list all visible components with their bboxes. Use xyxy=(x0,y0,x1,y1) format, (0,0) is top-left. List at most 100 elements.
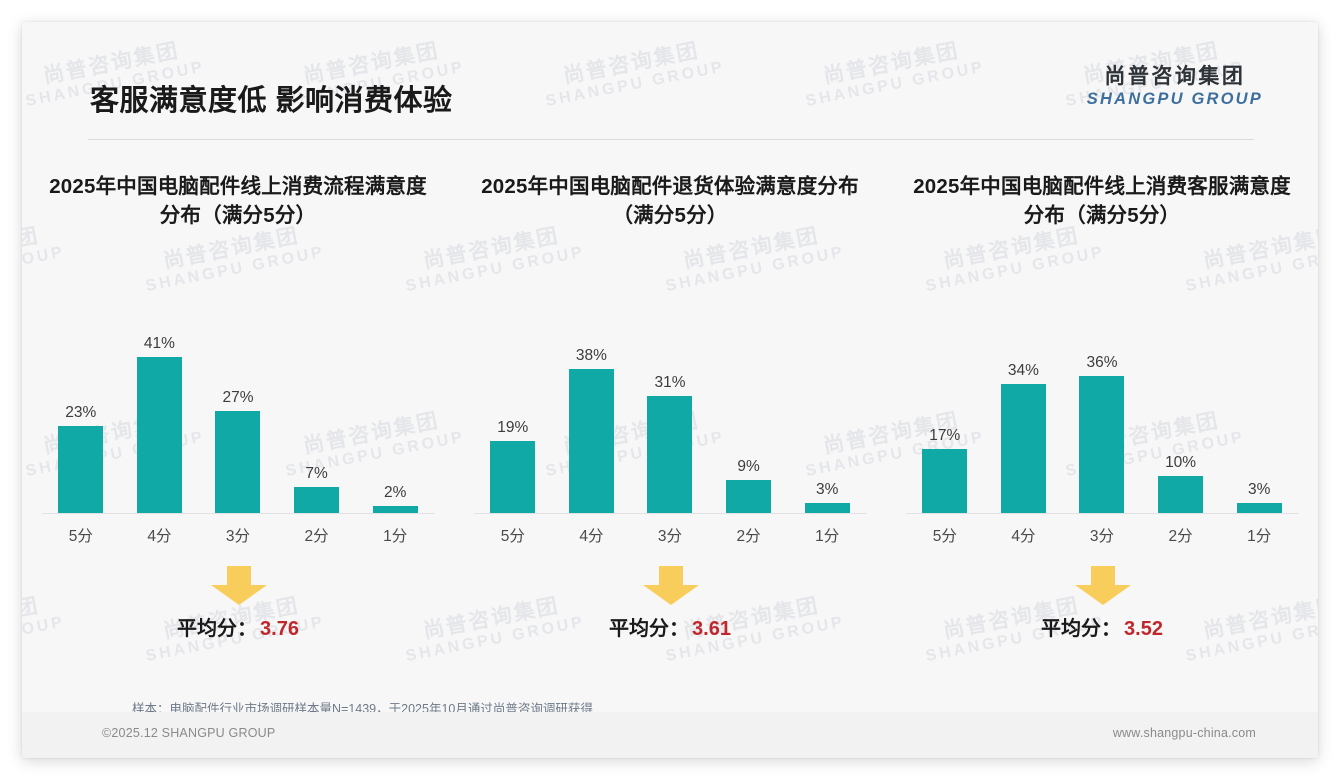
page-title: 客服满意度低 影响消费体验 xyxy=(90,85,453,117)
bar-value-label: 19% xyxy=(497,418,529,436)
bar xyxy=(490,441,536,514)
x-tick-label: 3分 xyxy=(1089,528,1115,545)
bar-column: 19% xyxy=(475,304,550,514)
brand-logo: 尚普咨询集团 SHANGPU GROUP xyxy=(1087,65,1263,109)
x-tick-label: 2分 xyxy=(304,528,329,545)
x-tick-label: 3分 xyxy=(225,528,251,545)
bar-value-label: 9% xyxy=(737,457,760,475)
average-score-value: 3.52 xyxy=(1124,618,1163,640)
bar-column: 3% xyxy=(790,304,865,514)
x-axis-line xyxy=(473,513,867,514)
bar xyxy=(1079,376,1125,514)
chart-panel-3: 2025年中国电脑配件线上消费客服满意度分布（满分5分） 17% 34% 36% xyxy=(886,172,1318,672)
down-arrow-icon xyxy=(1074,566,1132,606)
x-tick-label: 5分 xyxy=(68,528,93,545)
x-tick-label: 4分 xyxy=(147,528,172,545)
bar-value-label: 41% xyxy=(143,334,175,352)
bar-column: 27% xyxy=(201,304,276,514)
average-score-label: 平均分： xyxy=(1041,618,1122,640)
x-tick-label: 2分 xyxy=(736,528,761,545)
bar-column: 31% xyxy=(633,304,708,514)
bar-value-label: 10% xyxy=(1165,453,1197,471)
x-axis-labels: 5分 4分 3分 2分 1分 xyxy=(42,518,435,552)
average-block-2: 平均分： 3.61 xyxy=(466,566,874,652)
bar xyxy=(215,411,261,514)
bar-value-label: 3% xyxy=(815,480,839,498)
bar-value-label: 7% xyxy=(305,464,328,482)
bar-value-label: 36% xyxy=(1086,353,1118,371)
bar xyxy=(58,426,104,514)
bar-chart-2: 19% 38% 31% 9% xyxy=(473,302,867,552)
chart-title-2: 2025年中国电脑配件退货体验满意度分布（满分5分） xyxy=(481,175,859,228)
bar-column: 23% xyxy=(43,304,118,514)
plot-area-1: 23% 41% 27% 7% xyxy=(42,304,435,514)
x-axis-labels: 5分 4分 3分 2分 1分 xyxy=(906,518,1299,552)
x-tick-label: 1分 xyxy=(1247,528,1272,545)
brand-logo-cn: 尚普咨询集团 xyxy=(1104,65,1246,88)
bar-value-label: 23% xyxy=(65,403,97,421)
x-tick-label: 5分 xyxy=(932,528,957,545)
bar xyxy=(136,357,182,514)
x-axis-line xyxy=(905,513,1299,514)
bar-value-label: 17% xyxy=(929,426,961,444)
bar-chart-1: 23% 41% 27% 7% xyxy=(41,302,435,552)
down-arrow-icon xyxy=(642,566,700,606)
average-score-label: 平均分： xyxy=(177,618,258,640)
chart-panels: 2025年中国电脑配件线上消费流程满意度分布（满分5分） 23% 41% 27% xyxy=(22,172,1318,672)
x-tick-label: 1分 xyxy=(383,528,408,545)
footer-url[interactable]: www.shangpu-china.com xyxy=(1112,726,1256,740)
x-axis-labels: 5分 4分 3分 2分 1分 xyxy=(474,518,867,552)
x-tick-label: 4分 xyxy=(579,528,604,545)
bar-column: 2% xyxy=(358,304,433,514)
bar-value-label: 3% xyxy=(1247,480,1271,498)
brand-logo-en: SHANGPU GROUP xyxy=(1086,90,1263,109)
bar-column: 38% xyxy=(554,304,629,514)
bar-value-label: 2% xyxy=(383,483,407,501)
bar xyxy=(294,487,340,514)
bar-value-label: 27% xyxy=(222,388,254,406)
average-block-1: 平均分： 3.76 xyxy=(34,566,442,652)
down-arrow-icon xyxy=(210,566,268,606)
x-tick-label: 2分 xyxy=(1168,528,1193,545)
footer-copyright: ©2025.12 SHANGPU GROUP xyxy=(102,726,276,740)
chart-panel-1: 2025年中国电脑配件线上消费流程满意度分布（满分5分） 23% 41% 27% xyxy=(22,172,454,672)
header-divider xyxy=(88,139,1254,140)
bar-column: 3% xyxy=(1222,304,1297,514)
bar-column: 7% xyxy=(279,304,354,514)
average-score-2: 平均分： 3.61 xyxy=(609,612,731,641)
average-block-3: 平均分： 3.52 xyxy=(898,566,1306,652)
plot-area-3: 17% 34% 36% 10% xyxy=(906,304,1299,514)
bar-column: 9% xyxy=(711,304,786,514)
plot-area-2: 19% 38% 31% 9% xyxy=(474,304,867,514)
bar xyxy=(1000,384,1046,514)
bar xyxy=(647,396,693,514)
bar xyxy=(568,369,614,514)
x-tick-label: 1分 xyxy=(815,528,840,545)
average-score-value: 3.61 xyxy=(692,618,731,640)
chart-title-1: 2025年中国电脑配件线上消费流程满意度分布（满分5分） xyxy=(49,175,427,228)
bar xyxy=(1158,476,1204,514)
average-score-label: 平均分： xyxy=(609,618,690,640)
bar-chart-3: 17% 34% 36% 10% xyxy=(905,302,1299,552)
bar xyxy=(726,480,772,514)
bar-value-label: 31% xyxy=(654,373,686,391)
x-tick-label: 3分 xyxy=(657,528,683,545)
chart-title-3: 2025年中国电脑配件线上消费客服满意度分布（满分5分） xyxy=(913,175,1291,228)
x-tick-label: 4分 xyxy=(1011,528,1036,545)
bar xyxy=(372,506,418,514)
slide-footer: ©2025.12 SHANGPU GROUP www.shangpu-china… xyxy=(22,712,1318,758)
bar xyxy=(804,503,850,514)
average-score-1: 平均分： 3.76 xyxy=(177,612,299,641)
x-axis-line xyxy=(41,513,435,514)
bar-column: 36% xyxy=(1065,304,1140,514)
bar-column: 10% xyxy=(1143,304,1218,514)
average-score-3: 平均分： 3.52 xyxy=(1041,612,1163,641)
bar-column: 41% xyxy=(122,304,197,514)
bar xyxy=(922,449,968,514)
bar-column: 17% xyxy=(907,304,982,514)
bar-value-label: 38% xyxy=(575,346,607,364)
bar-value-label: 34% xyxy=(1007,361,1039,379)
bar-column: 34% xyxy=(986,304,1061,514)
chart-panel-2: 2025年中国电脑配件退货体验满意度分布（满分5分） 19% 38% 31% xyxy=(454,172,886,672)
average-score-value: 3.76 xyxy=(260,618,299,640)
